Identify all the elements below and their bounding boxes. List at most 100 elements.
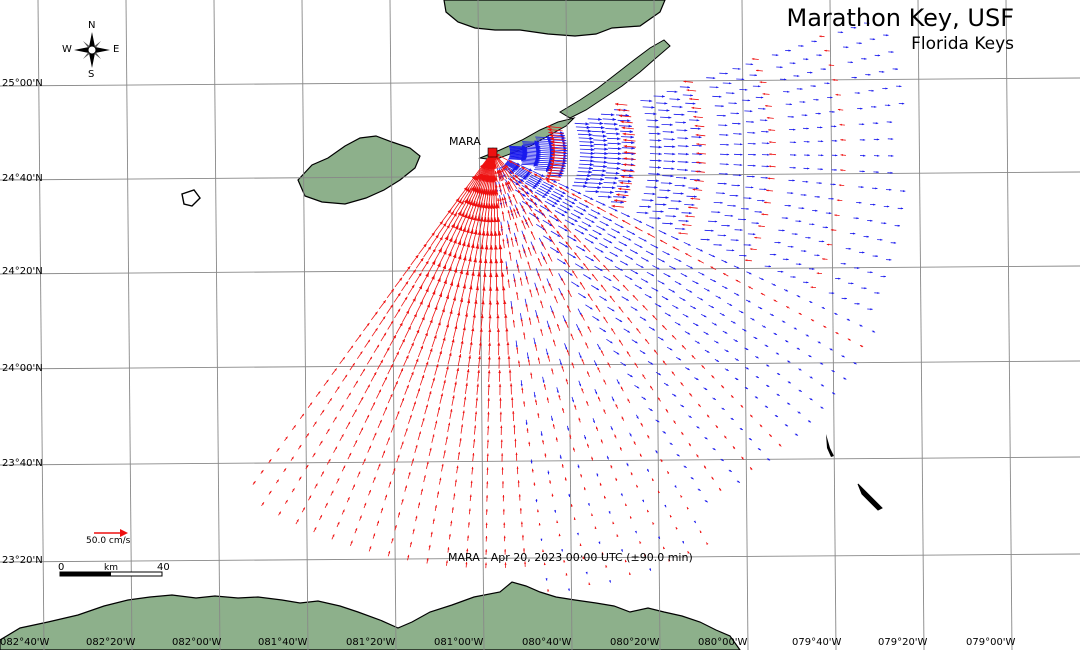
- current-vector: [445, 223, 456, 239]
- current-vector: [502, 508, 505, 515]
- current-vector: [680, 382, 684, 387]
- current-vector: [660, 182, 673, 185]
- current-vector: [607, 147, 622, 151]
- current-vector: [573, 517, 576, 520]
- current-vector: [430, 234, 440, 246]
- current-vector: [586, 400, 589, 406]
- current-vector: [820, 68, 827, 71]
- current-vector: [636, 327, 641, 334]
- current-vector: [590, 209, 601, 215]
- current-vector: [483, 258, 488, 276]
- current-vector: [886, 121, 893, 124]
- current-vector: [683, 241, 691, 246]
- current-vector: [538, 522, 541, 526]
- current-vector: [502, 238, 505, 249]
- current-vector: [761, 325, 766, 328]
- current-vector: [462, 410, 465, 421]
- current-vector: [525, 419, 528, 426]
- current-vector: [578, 380, 582, 387]
- longitude-gridline: [301, 0, 309, 650]
- current-vector: [576, 129, 592, 133]
- current-vector: [428, 248, 436, 261]
- current-vector: [671, 236, 679, 241]
- current-vector: [487, 356, 491, 369]
- current-vector: [517, 189, 525, 201]
- current-vector: [551, 368, 554, 375]
- current-vector: [497, 342, 501, 356]
- current-vector: [572, 184, 588, 188]
- current-vector: [556, 258, 567, 265]
- current-vector: [641, 396, 647, 400]
- current-vector: [642, 499, 645, 503]
- current-vector: [558, 394, 561, 401]
- current-vector: [537, 357, 541, 364]
- current-vector: [874, 292, 880, 294]
- current-vector: [470, 327, 475, 342]
- current-vector: [691, 144, 703, 147]
- current-vector: [644, 553, 647, 557]
- current-vector: [897, 207, 904, 210]
- current-vector: [563, 559, 566, 563]
- current-vector: [818, 240, 825, 243]
- current-vector: [439, 477, 442, 485]
- current-vector: [387, 550, 391, 557]
- current-vector: [842, 377, 847, 380]
- current-vector: [620, 130, 634, 134]
- current-vector: [543, 181, 555, 188]
- current-vector: [743, 244, 752, 246]
- current-vector: [719, 153, 730, 156]
- current-vector: [466, 257, 472, 274]
- current-vector: [459, 241, 466, 258]
- current-vector: [641, 257, 649, 262]
- current-vector: [404, 428, 408, 437]
- current-vector: [620, 120, 633, 124]
- current-vector: [592, 229, 602, 236]
- current-vector: [417, 345, 424, 358]
- current-vector: [522, 234, 527, 244]
- current-vector: [803, 140, 810, 143]
- current-vector: [578, 202, 589, 208]
- current-vector: [502, 494, 505, 502]
- current-vector: [562, 201, 573, 208]
- current-vector: [618, 179, 632, 183]
- current-vector: [830, 125, 837, 128]
- current-vector: [545, 348, 549, 356]
- current-vector: [525, 304, 529, 312]
- current-vector: [499, 197, 503, 209]
- current-vector: [431, 434, 435, 443]
- station-marker[interactable]: [487, 147, 498, 158]
- latitude-gridline: [0, 360, 1080, 370]
- current-vector: [569, 434, 572, 439]
- current-vector: [685, 288, 693, 293]
- current-vector: [802, 58, 809, 61]
- current-vector: [608, 206, 618, 212]
- current-vector: [392, 380, 399, 391]
- current-vector: [450, 520, 453, 527]
- current-vector: [722, 285, 728, 290]
- current-vector: [513, 424, 516, 435]
- current-vector: [445, 436, 448, 446]
- current-vector: [712, 447, 716, 451]
- current-vector: [822, 258, 828, 261]
- current-vector: [694, 179, 704, 182]
- current-vector: [598, 541, 601, 545]
- current-vector: [589, 121, 604, 125]
- current-vector: [782, 258, 789, 261]
- current-vector: [326, 458, 331, 465]
- current-vector: [644, 293, 652, 299]
- current-vector: [643, 192, 656, 196]
- current-vector: [560, 277, 566, 286]
- current-vector: [414, 285, 423, 299]
- current-vector: [554, 509, 557, 513]
- current-vector: [476, 230, 482, 248]
- current-vector: [677, 152, 689, 156]
- current-vector: [696, 247, 703, 252]
- current-vector: [745, 186, 754, 189]
- current-vector: [441, 463, 444, 472]
- current-vector: [579, 144, 595, 148]
- current-vector: [468, 285, 473, 301]
- current-vector: [290, 456, 294, 461]
- station-label: MARA: [449, 135, 481, 148]
- current-vector: [380, 507, 384, 514]
